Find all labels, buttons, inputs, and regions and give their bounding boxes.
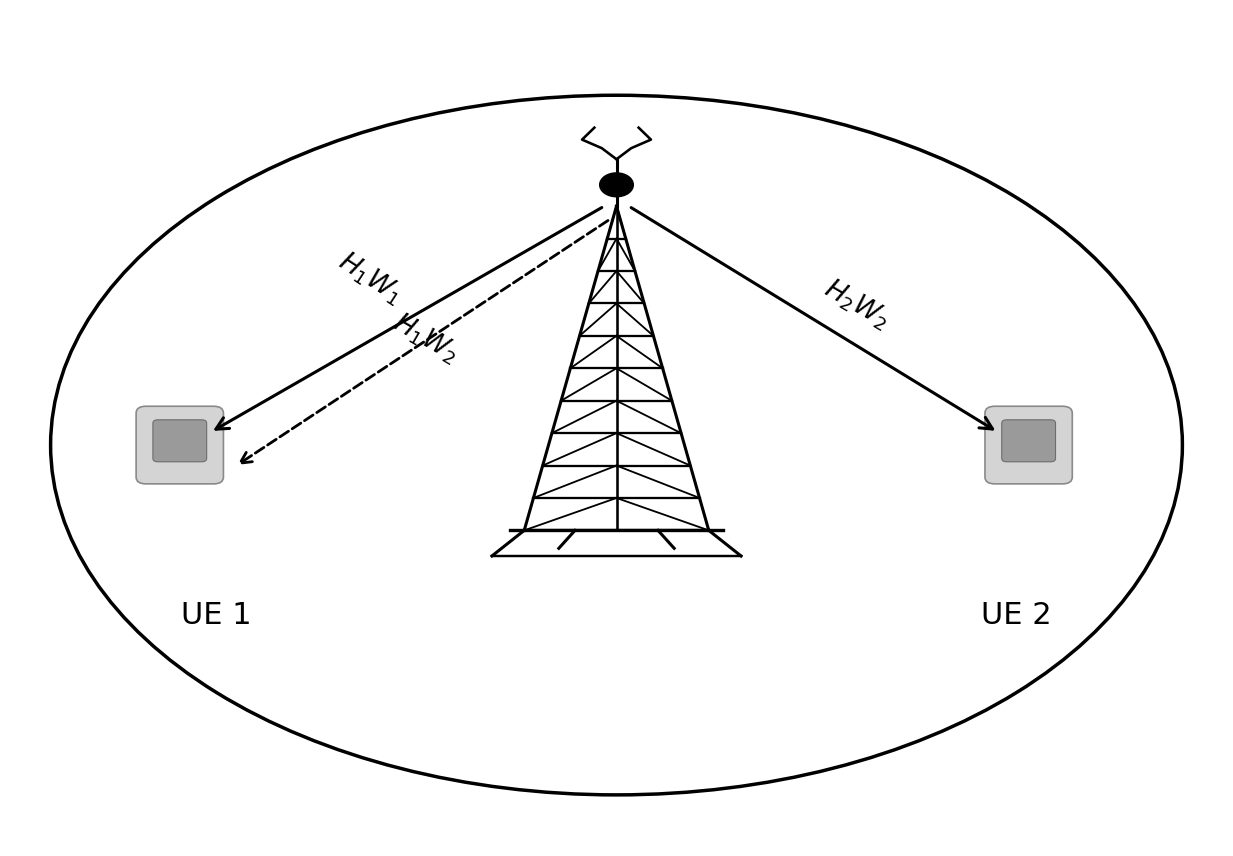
Circle shape [600,174,633,196]
FancyBboxPatch shape [136,407,223,484]
Text: $H_1W_2$: $H_1W_2$ [388,308,464,368]
FancyBboxPatch shape [153,419,207,461]
FancyBboxPatch shape [1001,419,1055,461]
Text: UE 1: UE 1 [181,601,252,630]
Text: $H_2W_2$: $H_2W_2$ [819,274,894,334]
FancyBboxPatch shape [985,407,1073,484]
Text: $H_1W_1$: $H_1W_1$ [333,247,408,310]
Text: UE 2: UE 2 [981,601,1052,630]
